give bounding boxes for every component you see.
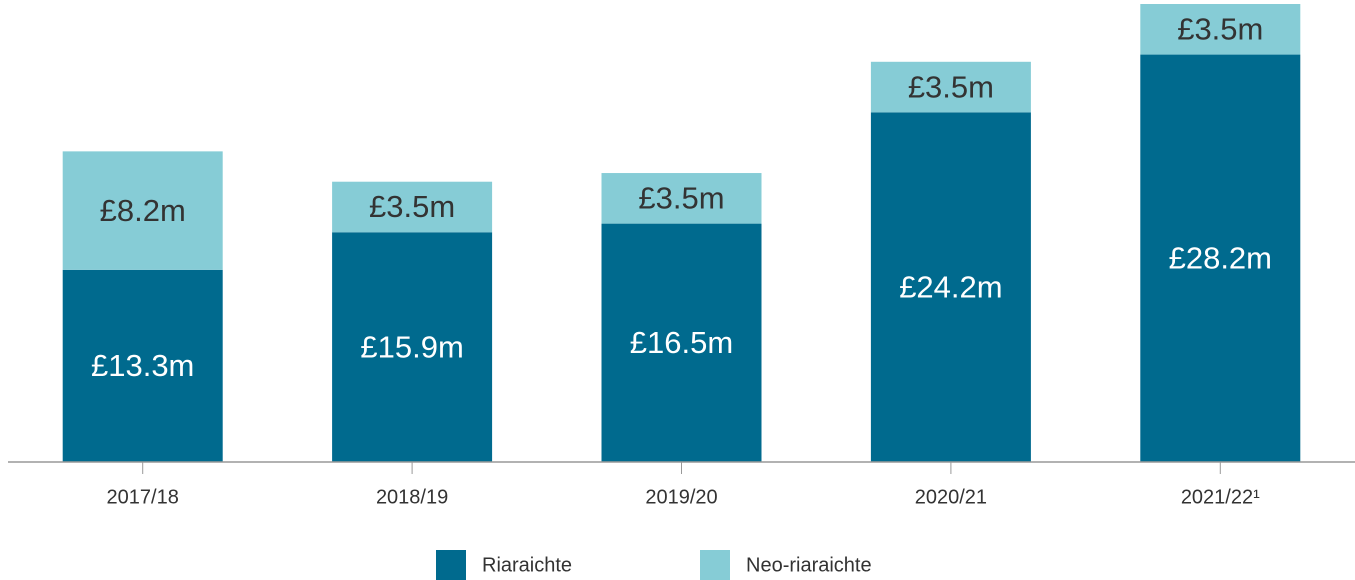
value-label: £3.5m bbox=[369, 189, 455, 224]
bar-segment bbox=[601, 223, 762, 462]
bar-segment bbox=[1140, 54, 1301, 463]
x-tick-label: 2017/18 bbox=[107, 486, 179, 508]
value-label: £3.5m bbox=[638, 181, 724, 216]
x-tick-label: 2018/19 bbox=[376, 486, 448, 508]
legend-label: Riaraichte bbox=[482, 554, 572, 576]
value-label: £8.2m bbox=[100, 193, 186, 228]
bar-segment bbox=[870, 61, 1031, 113]
bar-segment bbox=[601, 173, 762, 224]
bar-segment bbox=[1140, 4, 1301, 55]
value-label: £13.3m bbox=[91, 348, 194, 383]
legend-swatch bbox=[700, 550, 730, 580]
x-tick-label: 2019/20 bbox=[645, 486, 717, 508]
value-label: £3.5m bbox=[908, 69, 994, 104]
bar-segment bbox=[870, 112, 1031, 462]
value-label: £16.5m bbox=[630, 325, 733, 360]
x-tick-label: 2020/21 bbox=[915, 486, 987, 508]
value-label: £15.9m bbox=[360, 329, 463, 364]
bar-segment bbox=[332, 181, 493, 233]
bar-segment bbox=[62, 269, 223, 462]
x-tick-label: 2021/22¹ bbox=[1181, 486, 1260, 508]
value-label: £24.2m bbox=[899, 269, 1002, 304]
bar-segment bbox=[332, 232, 493, 462]
legend-label: Neo-riaraichte bbox=[746, 554, 872, 576]
bar-segment bbox=[62, 151, 223, 270]
value-label: £28.2m bbox=[1169, 240, 1272, 275]
legend-swatch bbox=[436, 550, 466, 580]
value-label: £3.5m bbox=[1177, 11, 1263, 46]
